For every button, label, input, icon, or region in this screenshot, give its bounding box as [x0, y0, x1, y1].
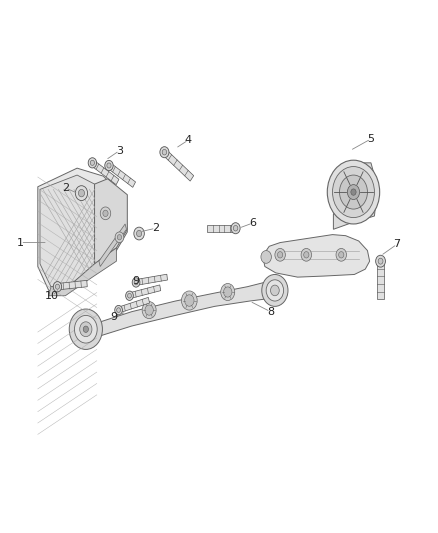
Circle shape [142, 302, 156, 319]
Circle shape [69, 309, 102, 350]
Circle shape [351, 189, 356, 195]
Circle shape [304, 252, 309, 258]
Text: 9: 9 [111, 312, 118, 322]
Circle shape [162, 149, 167, 155]
Circle shape [127, 293, 131, 298]
Circle shape [137, 230, 142, 237]
Circle shape [271, 285, 279, 296]
Circle shape [262, 274, 288, 306]
Circle shape [376, 255, 385, 267]
Polygon shape [162, 149, 194, 181]
Text: 2: 2 [62, 183, 69, 193]
Text: 10: 10 [45, 290, 59, 301]
Circle shape [221, 284, 235, 301]
Polygon shape [57, 280, 87, 290]
Polygon shape [99, 224, 127, 266]
Text: 5: 5 [367, 134, 374, 144]
Circle shape [184, 295, 194, 306]
Circle shape [181, 291, 197, 310]
Polygon shape [136, 274, 167, 285]
Circle shape [275, 248, 286, 261]
Circle shape [115, 232, 124, 243]
Circle shape [134, 280, 138, 285]
Text: 2: 2 [152, 223, 159, 233]
Circle shape [378, 258, 383, 264]
Circle shape [107, 163, 111, 168]
Circle shape [83, 326, 88, 333]
Circle shape [132, 278, 140, 287]
Circle shape [117, 308, 120, 312]
Polygon shape [108, 163, 135, 188]
Circle shape [117, 235, 122, 240]
Circle shape [126, 291, 133, 301]
Circle shape [233, 225, 238, 231]
Polygon shape [263, 235, 370, 277]
Circle shape [105, 160, 113, 171]
Polygon shape [118, 297, 149, 313]
Polygon shape [49, 248, 117, 296]
Circle shape [336, 248, 346, 261]
Text: 7: 7 [394, 239, 401, 249]
Circle shape [75, 185, 88, 200]
Polygon shape [91, 160, 119, 185]
Polygon shape [378, 261, 384, 300]
Circle shape [327, 160, 380, 224]
Circle shape [301, 248, 311, 261]
Circle shape [145, 305, 153, 315]
Circle shape [339, 175, 367, 209]
Circle shape [332, 166, 374, 217]
Text: 1: 1 [17, 238, 24, 247]
Polygon shape [40, 175, 95, 287]
Circle shape [103, 210, 108, 216]
Circle shape [78, 189, 85, 197]
Polygon shape [38, 168, 127, 290]
Circle shape [231, 223, 240, 234]
Circle shape [278, 252, 283, 258]
Circle shape [100, 207, 111, 220]
Text: 9: 9 [132, 277, 140, 286]
Circle shape [347, 184, 360, 199]
Circle shape [261, 251, 272, 263]
Circle shape [80, 322, 92, 337]
Text: 8: 8 [267, 306, 274, 317]
Circle shape [74, 316, 97, 343]
Circle shape [339, 252, 344, 258]
Polygon shape [129, 285, 161, 298]
Text: 6: 6 [250, 218, 257, 228]
Polygon shape [207, 225, 236, 232]
Circle shape [90, 160, 95, 165]
Circle shape [55, 284, 60, 289]
Circle shape [53, 281, 62, 292]
Polygon shape [95, 179, 127, 264]
Text: 4: 4 [185, 135, 192, 145]
Circle shape [88, 158, 96, 168]
Circle shape [134, 227, 145, 240]
Polygon shape [73, 281, 280, 343]
Circle shape [223, 287, 232, 297]
Circle shape [115, 305, 123, 315]
Circle shape [266, 280, 284, 301]
Circle shape [160, 147, 169, 158]
Polygon shape [333, 163, 378, 229]
Text: 3: 3 [116, 146, 123, 156]
